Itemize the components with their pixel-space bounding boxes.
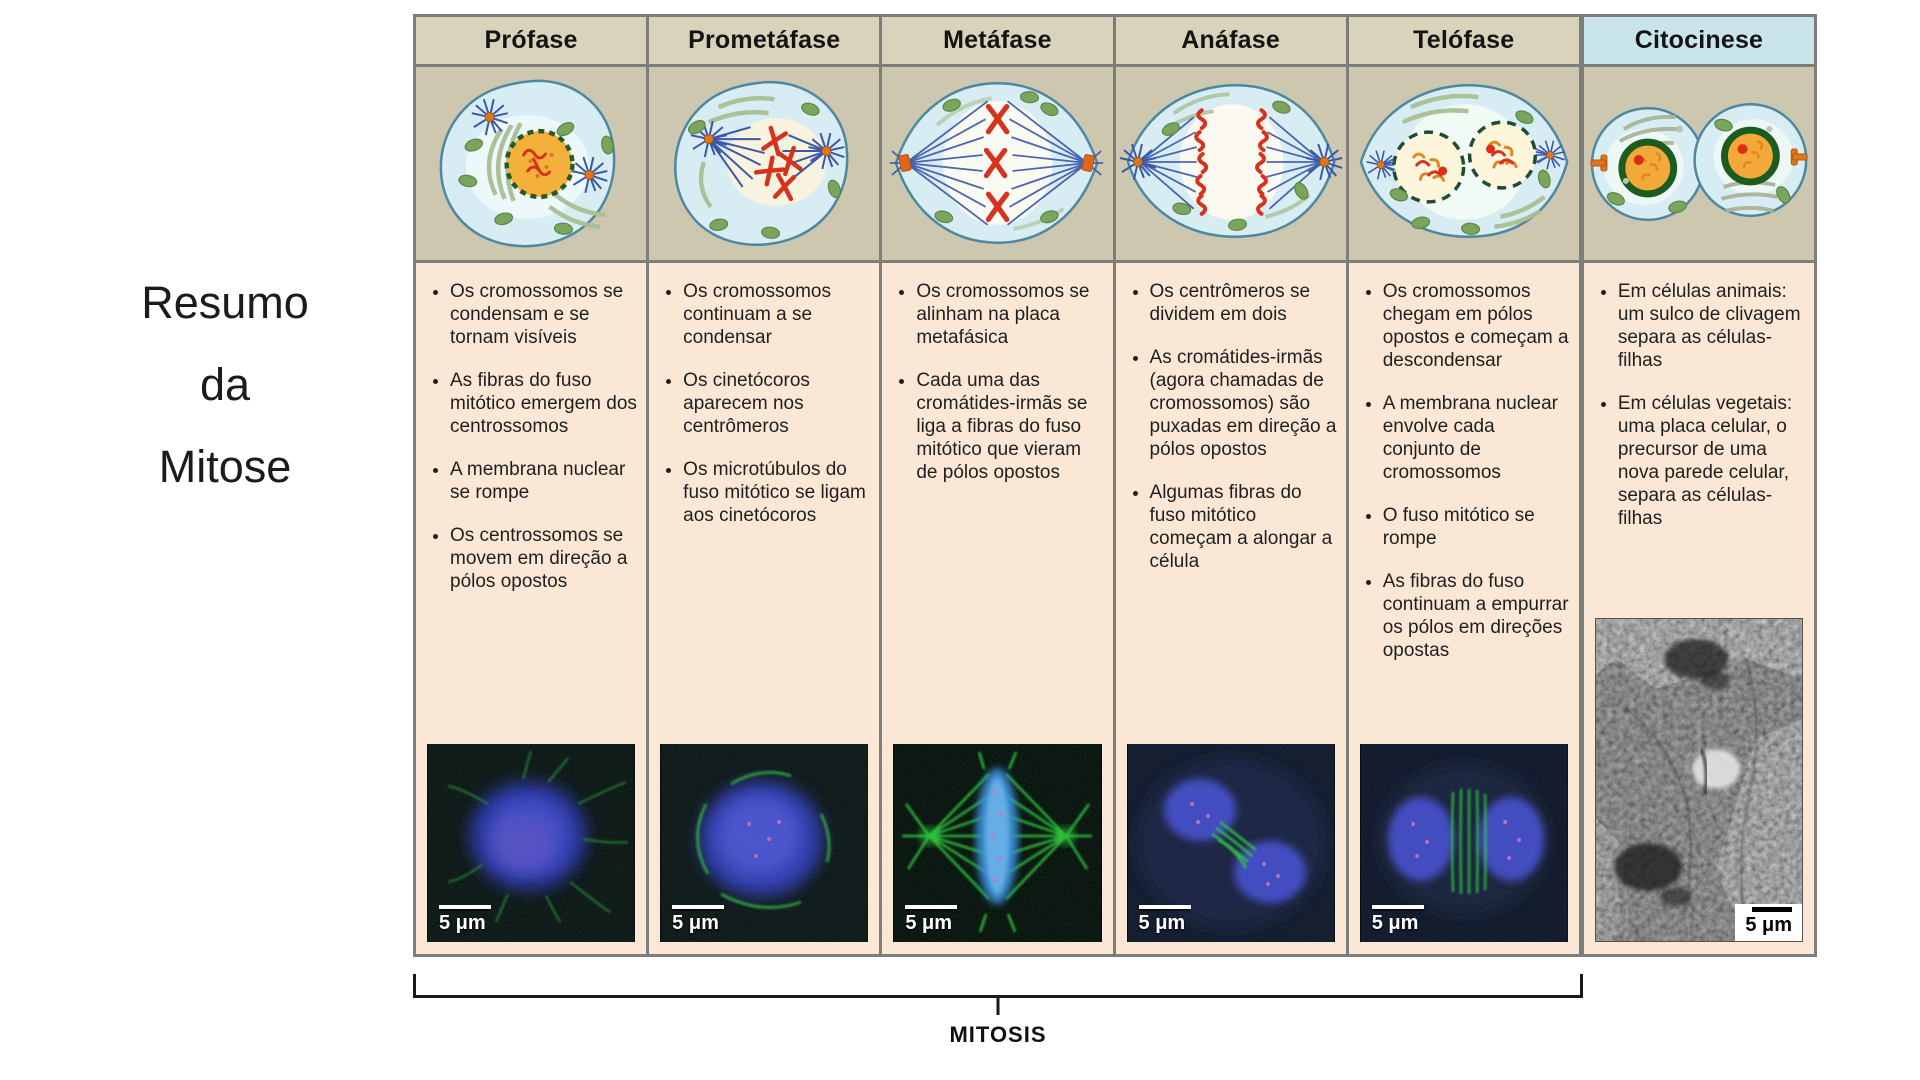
citocinese-electron-micrograph: 5 μm: [1594, 618, 1804, 942]
bullet: As fibras do fuso continuam a empurrar o…: [1383, 570, 1573, 662]
phase-header-metafase: Metáfase: [882, 17, 1113, 67]
phase-body-metafase: Os cromossomos se alinham na placa metaf…: [882, 263, 1113, 954]
metafase-micrograph: 5 μm: [893, 744, 1102, 942]
phase-header-prometafase: Prometáfase: [649, 17, 880, 67]
bullet: Os microtúbulos do fuso mitótico se liga…: [683, 458, 873, 527]
telophase-cell-illustration: [1348, 67, 1579, 263]
bullet-list-metafase: Os cromossomos se alinham na placa metaf…: [882, 263, 1112, 484]
bullet-list-profase: Os cromossomos se condensam e se tornam …: [416, 263, 646, 593]
scale-bar-label: 5 μm: [905, 912, 953, 934]
phase-header-citocinese: Citocinese: [1583, 17, 1815, 67]
bullet: Os cromossomos se condensam e se tornam …: [450, 280, 640, 349]
bullet: Os centrômeros se dividem em dois: [1150, 280, 1340, 326]
telofase-micrograph: 5 μm: [1359, 744, 1568, 942]
scale-bar: 5 μm: [1735, 904, 1803, 941]
bullet: Cada uma das cromátides-irmãs se liga a …: [916, 369, 1106, 484]
phase-body-profase: Os cromossomos se condensam e se tornam …: [416, 263, 647, 954]
bullet: Os cromossomos se alinham na placa metaf…: [916, 280, 1106, 349]
bullet-list-prometafase: Os cromossomos continuam a se condensar …: [649, 263, 879, 527]
bullet: As fibras do fuso mitótico emergem dos c…: [450, 369, 640, 438]
bullet: Em células animais: um sulco de clivagem…: [1618, 280, 1808, 372]
page-title-line: da: [199, 359, 251, 410]
scale-bar: 5 μm: [1371, 905, 1424, 934]
page-title: Resumo da Mitose: [50, 262, 400, 508]
phase-header-telofase: Telófase: [1348, 17, 1579, 67]
phase-body-telofase: Os cromossomos chegam em pólos opostos e…: [1348, 263, 1579, 954]
profase-micrograph: 5 μm: [427, 744, 636, 942]
prometafase-micrograph: 5 μm: [660, 744, 869, 942]
scale-bar-label: 5 μm: [1371, 912, 1419, 934]
phase-column-profase: Prófase: [416, 17, 647, 954]
mitosis-bracket: [413, 974, 1583, 1015]
scale-bar: 5 μm: [439, 905, 491, 933]
scale-bar-line: [1138, 905, 1191, 909]
page-title-line: Mitose: [158, 441, 292, 492]
phase-body-citocinese: Em células animais: um sulco de clivagem…: [1583, 263, 1815, 954]
bullet: A membrana nuclear se rompe: [450, 458, 640, 504]
scale-bar-line: [439, 905, 491, 909]
phase-column-citocinese: Citocinese: [1583, 17, 1815, 954]
prophase-cell-illustration: [416, 67, 647, 263]
page-title-line: Resumo: [141, 277, 309, 328]
mitosis-bracket-label: MITOSIS: [949, 1022, 1047, 1047]
cytokinesis-cell-illustration: [1583, 67, 1815, 263]
prometaphase-cell-illustration: [649, 67, 880, 263]
mitosis-summary-table: Prófase: [413, 14, 1817, 957]
scale-bar-line: [905, 905, 958, 909]
scale-bar: 5 μm: [672, 905, 725, 934]
anaphase-cell-illustration: [1115, 67, 1346, 263]
phase-header-profase: Prófase: [416, 17, 647, 67]
bullet: Os centrossomos se movem em direção a pó…: [450, 524, 640, 593]
phase-body-prometafase: Os cromossomos continuam a se condensar …: [649, 263, 880, 954]
bullet: Algumas fibras do fuso mitótico começam …: [1150, 481, 1340, 573]
bullet: As cromátides-irmãs (agora chamadas de c…: [1150, 346, 1340, 461]
scale-bar-line: [1752, 907, 1793, 912]
scale-bar-line: [672, 905, 725, 909]
phase-header-anafase: Anáfase: [1115, 17, 1346, 67]
scale-bar-label: 5 μm: [439, 912, 486, 934]
phase-column-metafase: Metáfase: [882, 17, 1113, 954]
bullet-list-telofase: Os cromossomos chegam em pólos opostos e…: [1349, 263, 1579, 662]
scale-bar: 5 μm: [1138, 905, 1191, 934]
bullet: O fuso mitótico se rompe: [1383, 504, 1573, 550]
bullet: Em células vegetais: uma placa celular, …: [1618, 392, 1808, 530]
phase-body-anafase: Os centrômeros se dividem em dois As cro…: [1115, 263, 1346, 954]
phase-column-anafase: Anáfase: [1115, 17, 1346, 954]
scale-bar-label: 5 μm: [1138, 912, 1186, 934]
scale-bar-label: 5 μm: [672, 912, 719, 934]
scale-bar-label: 5 μm: [1745, 914, 1793, 936]
bullet-list-citocinese: Em células animais: um sulco de clivagem…: [1584, 263, 1814, 530]
mitosis-bracket-tick: [996, 995, 1000, 1015]
bullet: Os cromossomos continuam a se condensar: [683, 280, 873, 349]
bullet: A membrana nuclear envolve cada conjunto…: [1383, 392, 1573, 484]
phase-column-telofase: Telófase: [1348, 17, 1579, 954]
metaphase-cell-illustration: [882, 67, 1113, 263]
bullet: Os cinetócoros aparecem nos centrômeros: [683, 369, 873, 438]
scale-bar-line: [1371, 905, 1424, 909]
anafase-micrograph: 5 μm: [1126, 744, 1335, 942]
phase-column-prometafase: Prometáfase: [649, 17, 880, 954]
bullet: Os cromossomos chegam em pólos opostos e…: [1383, 280, 1573, 372]
bullet-list-anafase: Os centrômeros se dividem em dois As cro…: [1116, 263, 1346, 573]
scale-bar: 5 μm: [905, 905, 958, 934]
